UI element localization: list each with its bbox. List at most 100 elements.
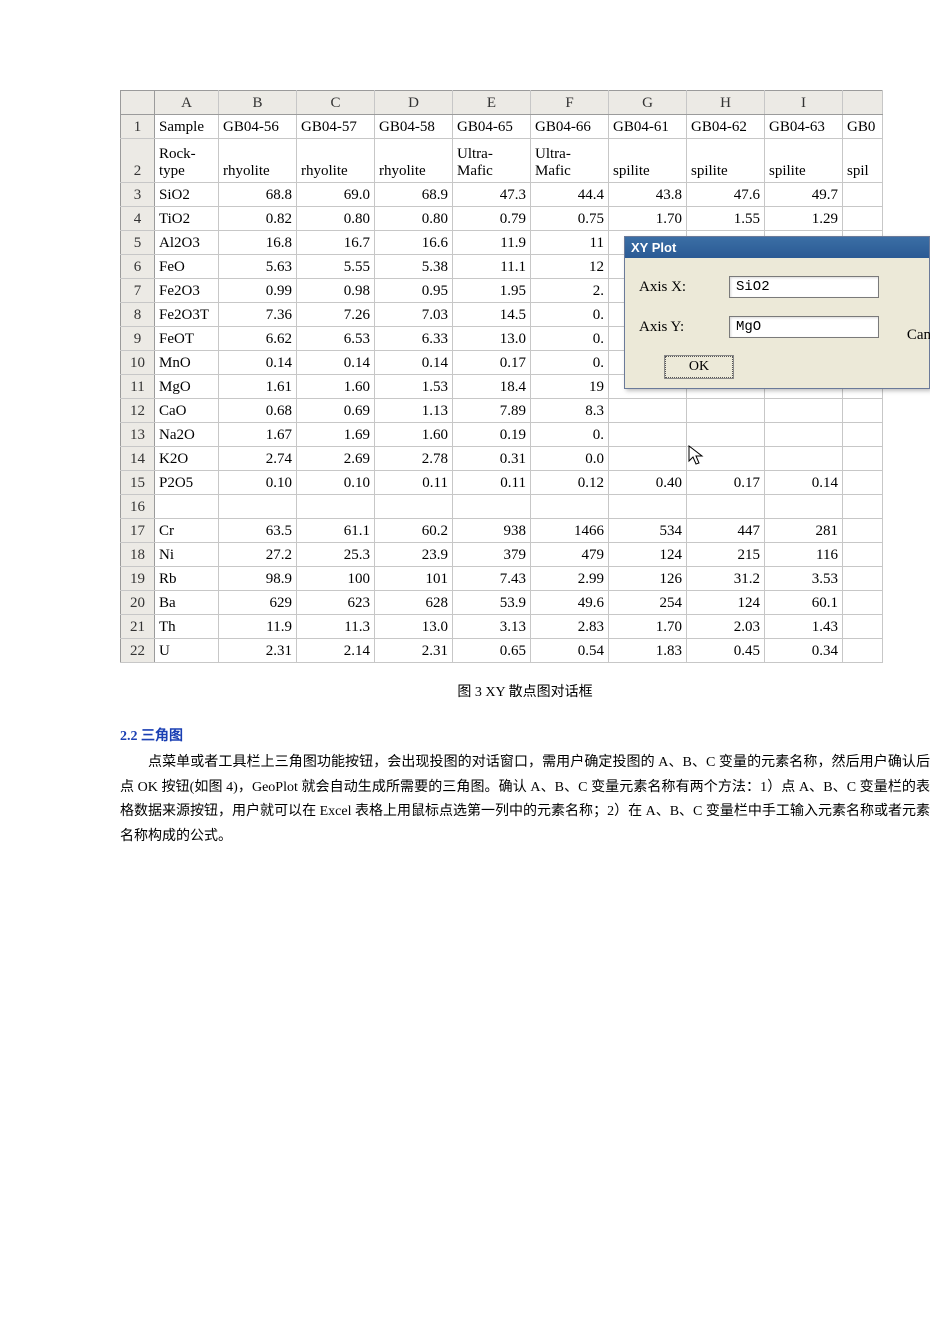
- cell[interactable]: 0.: [531, 303, 609, 327]
- cell[interactable]: FeO: [155, 255, 219, 279]
- cell[interactable]: Na2O: [155, 423, 219, 447]
- cell[interactable]: 0.17: [687, 471, 765, 495]
- cell[interactable]: 7.89: [453, 399, 531, 423]
- axis-y-input[interactable]: MgO: [729, 316, 879, 338]
- cell[interactable]: 0.14: [765, 471, 843, 495]
- cell[interactable]: 534: [609, 519, 687, 543]
- cell[interactable]: 379: [453, 543, 531, 567]
- cell[interactable]: [155, 495, 219, 519]
- cell[interactable]: [687, 447, 765, 471]
- cell[interactable]: 2.03: [687, 615, 765, 639]
- cell[interactable]: [375, 495, 453, 519]
- cell[interactable]: 0.: [531, 351, 609, 375]
- cell[interactable]: FeOT: [155, 327, 219, 351]
- cell[interactable]: 1.55: [687, 207, 765, 231]
- cell[interactable]: spilite: [687, 139, 765, 183]
- cell[interactable]: 0.95: [375, 279, 453, 303]
- cell[interactable]: U: [155, 639, 219, 663]
- cell[interactable]: 1.53: [375, 375, 453, 399]
- cell[interactable]: 0.80: [375, 207, 453, 231]
- cell[interactable]: [843, 519, 883, 543]
- cell[interactable]: SiO2: [155, 183, 219, 207]
- cell[interactable]: Fe2O3T: [155, 303, 219, 327]
- cell[interactable]: 14.5: [453, 303, 531, 327]
- cell[interactable]: 0.17: [453, 351, 531, 375]
- cell[interactable]: 0.14: [375, 351, 453, 375]
- cell[interactable]: 49.6: [531, 591, 609, 615]
- cell[interactable]: [843, 639, 883, 663]
- cell[interactable]: 281: [765, 519, 843, 543]
- cell[interactable]: 124: [609, 543, 687, 567]
- row-header[interactable]: 6: [121, 255, 155, 279]
- cell[interactable]: [765, 423, 843, 447]
- cell[interactable]: 623: [297, 591, 375, 615]
- cell[interactable]: 0.19: [453, 423, 531, 447]
- cell[interactable]: 0.10: [219, 471, 297, 495]
- ok-button[interactable]: OK: [665, 356, 733, 378]
- cell[interactable]: 68.8: [219, 183, 297, 207]
- cell[interactable]: 0.69: [297, 399, 375, 423]
- row-header[interactable]: 10: [121, 351, 155, 375]
- cell[interactable]: 0.11: [453, 471, 531, 495]
- cell[interactable]: 1.60: [297, 375, 375, 399]
- cell[interactable]: [609, 399, 687, 423]
- cell[interactable]: 0.79: [453, 207, 531, 231]
- cell[interactable]: 11.3: [297, 615, 375, 639]
- cell[interactable]: [843, 447, 883, 471]
- row-header[interactable]: 20: [121, 591, 155, 615]
- cell[interactable]: 1466: [531, 519, 609, 543]
- cell[interactable]: 254: [609, 591, 687, 615]
- cell[interactable]: [843, 567, 883, 591]
- col-header[interactable]: I: [765, 91, 843, 115]
- cell[interactable]: 0.99: [219, 279, 297, 303]
- cell[interactable]: 124: [687, 591, 765, 615]
- row-header[interactable]: 12: [121, 399, 155, 423]
- cell[interactable]: 116: [765, 543, 843, 567]
- cell[interactable]: 27.2: [219, 543, 297, 567]
- axis-x-input[interactable]: SiO2: [729, 276, 879, 298]
- cell[interactable]: 6.62: [219, 327, 297, 351]
- cell[interactable]: 215: [687, 543, 765, 567]
- dialog-titlebar[interactable]: XY Plot: [625, 237, 929, 258]
- cell[interactable]: 0.14: [219, 351, 297, 375]
- cell[interactable]: [843, 495, 883, 519]
- cell[interactable]: 16.8: [219, 231, 297, 255]
- cell[interactable]: 1.83: [609, 639, 687, 663]
- row-header[interactable]: 4: [121, 207, 155, 231]
- cell[interactable]: 60.2: [375, 519, 453, 543]
- row-header[interactable]: 18: [121, 543, 155, 567]
- cell[interactable]: GB04-66: [531, 115, 609, 139]
- cell[interactable]: 0.54: [531, 639, 609, 663]
- cell[interactable]: GB04-65: [453, 115, 531, 139]
- cell[interactable]: 1.13: [375, 399, 453, 423]
- cell[interactable]: 0.40: [609, 471, 687, 495]
- cell[interactable]: [219, 495, 297, 519]
- cell[interactable]: 49.7: [765, 183, 843, 207]
- row-header[interactable]: 5: [121, 231, 155, 255]
- cell[interactable]: 0.10: [297, 471, 375, 495]
- cell[interactable]: Sample: [155, 115, 219, 139]
- cell[interactable]: [843, 543, 883, 567]
- cell[interactable]: 2.14: [297, 639, 375, 663]
- cell[interactable]: 7.03: [375, 303, 453, 327]
- cell[interactable]: spilite: [609, 139, 687, 183]
- col-header[interactable]: H: [687, 91, 765, 115]
- cell[interactable]: 60.1: [765, 591, 843, 615]
- cell[interactable]: [297, 495, 375, 519]
- cell[interactable]: Ni: [155, 543, 219, 567]
- cell[interactable]: 3.13: [453, 615, 531, 639]
- cell[interactable]: 13.0: [375, 615, 453, 639]
- cell[interactable]: 53.9: [453, 591, 531, 615]
- cell[interactable]: 101: [375, 567, 453, 591]
- cell[interactable]: 447: [687, 519, 765, 543]
- cell[interactable]: 0.98: [297, 279, 375, 303]
- cell[interactable]: 31.2: [687, 567, 765, 591]
- cell[interactable]: Al2O3: [155, 231, 219, 255]
- cell[interactable]: 7.43: [453, 567, 531, 591]
- cell[interactable]: 0.75: [531, 207, 609, 231]
- cell[interactable]: Fe2O3: [155, 279, 219, 303]
- cell[interactable]: 63.5: [219, 519, 297, 543]
- row-header[interactable]: 13: [121, 423, 155, 447]
- cell[interactable]: 1.95: [453, 279, 531, 303]
- cell[interactable]: TiO2: [155, 207, 219, 231]
